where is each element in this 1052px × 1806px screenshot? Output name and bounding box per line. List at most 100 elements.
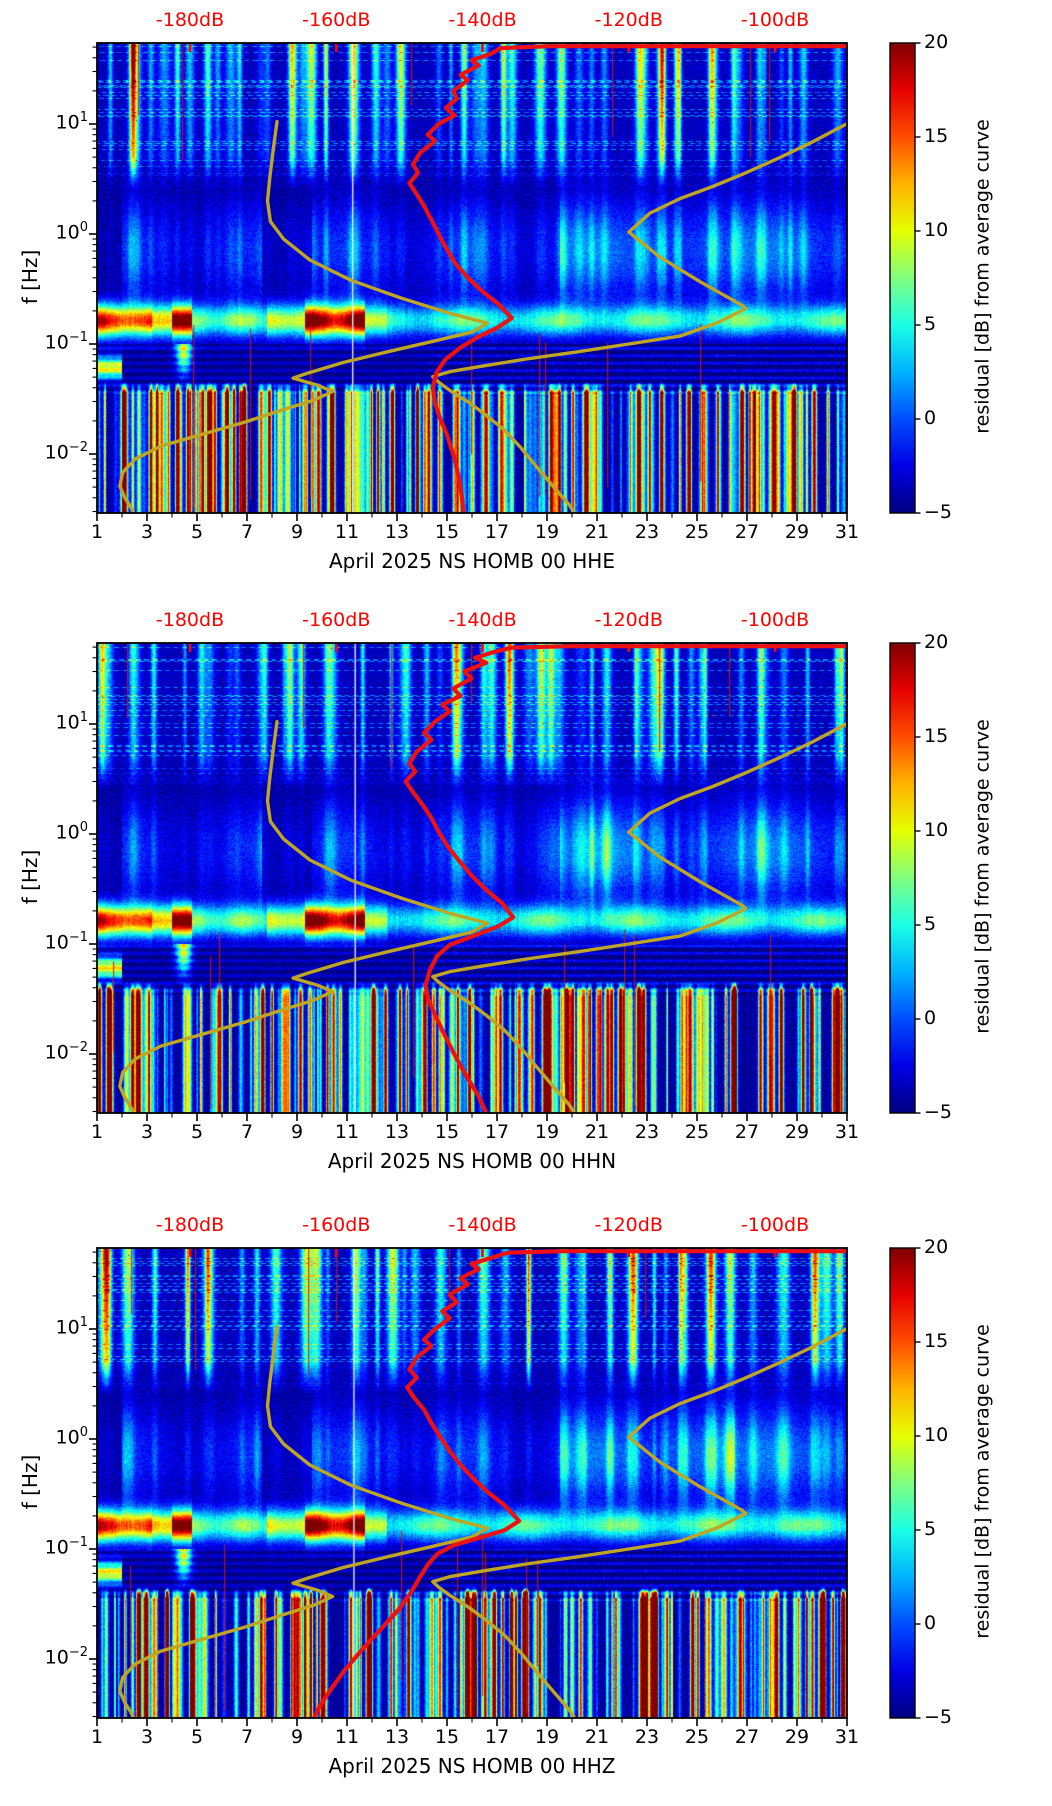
colorbar-tick-label: 10 [924,219,949,241]
y-tick-label: 10−2 [44,1645,88,1669]
plot-title-hhe: April 2025 NS HOMB 00 HHE [329,549,615,573]
top-axis-label: -180dB [155,1214,225,1236]
y-tick-label: 10−1 [44,330,88,354]
colorbar-tick-label: 15 [924,1330,949,1352]
x-tick-label: 17 [484,1726,510,1748]
colorbar-tick-label: 20 [924,1236,949,1258]
top-axis-label: -140dB [448,9,517,31]
colorbar-tick-label: 0 [924,1007,937,1029]
x-tick-label: 11 [334,1726,360,1748]
x-tick-label: 31 [834,1726,860,1748]
x-tick-label: 7 [240,1726,254,1748]
top-axis-label: -140dB [448,1214,517,1236]
colorbar-tick-label: 20 [924,631,949,653]
top-axis-label: -120dB [594,9,663,31]
colorbar-label-1: residual [dB] from average curve [971,119,994,434]
x-tick-label: 25 [684,521,710,543]
colorbar-tick-label: 5 [924,1518,937,1540]
x-tick-label: 11 [334,1121,360,1143]
y-tick-label: 100 [55,820,88,844]
top-axis-label: -180dB [155,9,225,31]
x-tick-label: 25 [684,1121,710,1143]
colorbar-tick-label: 0 [924,1612,937,1634]
plot-title-hhn: April 2025 NS HOMB 00 HHN [327,1149,617,1173]
x-tick-label: 17 [484,1121,510,1143]
x-tick-label: 7 [240,1121,254,1143]
x-tick-label: 1 [90,1726,104,1748]
colorbar-label-3: residual [dB] from average curve [971,1324,994,1639]
x-tick-label: 15 [434,1726,460,1748]
top-axis-label: -180dB [155,609,225,631]
x-tick-label: 31 [834,1121,860,1143]
x-tick-label: 29 [784,521,810,543]
colorbar-tick-label: −5 [924,1706,953,1728]
spectrogram-canvas-hhz [97,1248,847,1718]
x-tick-label: 5 [190,521,204,543]
x-tick-label: 9 [290,1726,304,1748]
colorbar-tick-label: 15 [924,125,949,147]
y-tick-label: 101 [55,710,88,734]
x-tick-label: 13 [384,1726,410,1748]
x-tick-label: 13 [384,1121,410,1143]
y-tick-label: 10−2 [44,1040,88,1064]
x-tick-label: 23 [634,1121,660,1143]
y-tick-label: 100 [55,220,88,244]
x-tick-label: 3 [140,1726,154,1748]
x-tick-label: 9 [290,521,304,543]
x-tick-label: 21 [584,1121,610,1143]
colorbar-tick-label: 10 [924,819,949,841]
y-tick-label: 101 [55,1315,88,1339]
top-axis-label: -160dB [302,9,371,31]
plot-title-hhz: April 2025 NS HOMB 00 HHZ [328,1754,616,1778]
x-tick-label: 19 [534,1726,560,1748]
colorbar-tick-label: −5 [924,1101,953,1123]
x-tick-label: 15 [434,1121,460,1143]
y-tick-label: 100 [55,1425,88,1449]
colorbar-tick-label: −5 [924,501,953,523]
spectrogram-canvas-hhn [97,643,847,1113]
x-tick-label: 19 [534,521,560,543]
x-tick-label: 5 [190,1121,204,1143]
x-tick-label: 25 [684,1726,710,1748]
top-axis-label: -140dB [448,609,517,631]
y-tick-label: 10−1 [44,1535,88,1559]
x-tick-label: 7 [240,521,254,543]
x-tick-label: 21 [584,1726,610,1748]
x-tick-label: 11 [334,521,360,543]
colorbar-tick-label: 5 [924,913,937,935]
top-axis-label: -120dB [594,609,663,631]
x-tick-label: 3 [140,1121,154,1143]
x-tick-label: 5 [190,1726,204,1748]
x-tick-label: 23 [634,521,660,543]
x-tick-label: 15 [434,521,460,543]
x-tick-label: 13 [384,521,410,543]
x-tick-label: 3 [140,521,154,543]
colorbar-tick-label: 10 [924,1424,949,1446]
x-tick-label: 27 [734,521,760,543]
x-tick-label: 19 [534,1121,560,1143]
top-axis-label: -100dB [740,9,810,31]
x-tick-label: 9 [290,1121,304,1143]
x-tick-label: 31 [834,521,860,543]
y-tick-label: 10−2 [44,440,88,464]
top-axis-label: -160dB [302,609,371,631]
y-tick-label: 101 [55,110,88,134]
x-tick-label: 1 [90,521,104,543]
x-tick-label: 29 [784,1726,810,1748]
top-axis-label: -120dB [594,1214,663,1236]
x-tick-label: 27 [734,1726,760,1748]
x-tick-label: 29 [784,1121,810,1143]
spectrogram-canvas-hhe [97,43,847,513]
colorbar-tick-label: 15 [924,725,949,747]
colorbar-tick-label: 5 [924,313,937,335]
x-tick-label: 27 [734,1121,760,1143]
colorbar-tick-label: 20 [924,31,949,53]
top-axis-label: -160dB [302,1214,371,1236]
colorbar-label-2: residual [dB] from average curve [971,719,994,1034]
x-tick-label: 17 [484,521,510,543]
x-tick-label: 23 [634,1726,660,1748]
x-tick-label: 1 [90,1121,104,1143]
top-axis-label: -100dB [740,1214,810,1236]
x-tick-label: 21 [584,521,610,543]
